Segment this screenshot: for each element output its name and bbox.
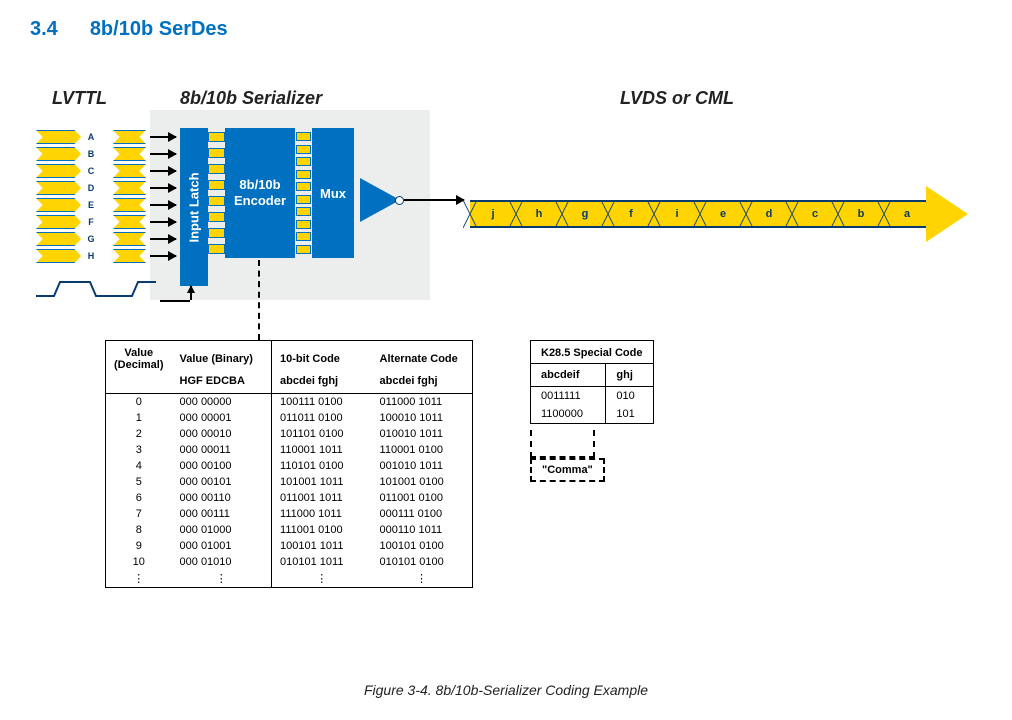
table-cell: 011000 1011	[372, 394, 472, 411]
table-cell: 011001 1011	[272, 490, 372, 506]
table-cell: 000 00110	[172, 490, 272, 506]
clock-arrow-up	[190, 286, 192, 300]
label-serializer: 8b/10b Serializer	[180, 88, 322, 109]
table-cell: 100101 0100	[372, 538, 472, 554]
table-cell: 3	[106, 442, 172, 458]
table-cell: 000111 0100	[372, 506, 472, 522]
block-input-latch: Input Latch	[180, 128, 208, 286]
input-lanes: A B C D E F G H	[36, 130, 146, 266]
k-cell: 1100000	[531, 405, 606, 423]
table-cell: 9	[106, 538, 172, 554]
table-cell: 000 00100	[172, 458, 272, 474]
table-cell: 010101 0100	[372, 554, 472, 570]
table-cell: 001010 1011	[372, 458, 472, 474]
table-cell: 100111 0100	[272, 394, 372, 411]
table-cell: 5	[106, 474, 172, 490]
table-cell: 100101 1011	[272, 538, 372, 554]
lane	[36, 232, 146, 246]
clock-waveform	[36, 278, 156, 300]
table-cell: 110001 1011	[272, 442, 372, 458]
lane	[36, 249, 146, 263]
block-encoder: 8b/10bEncoder	[225, 128, 295, 258]
table-cell: 4	[106, 458, 172, 474]
table-cell: 8	[106, 522, 172, 538]
block-mux: Mux	[312, 128, 354, 258]
k-cell: 101	[606, 405, 653, 423]
table-cell: 010010 1011	[372, 426, 472, 442]
encoder-table-connector	[258, 260, 260, 340]
label-lvds: LVDS or CML	[620, 88, 734, 109]
table-cell: 111000 1011	[272, 506, 372, 522]
table-cell: 110001 0100	[372, 442, 472, 458]
table-cell: 000 00010	[172, 426, 272, 442]
encoding-table: Value (Decimal) Value (Binary) 10-bit Co…	[105, 340, 473, 588]
table-cell: 101001 1011	[272, 474, 372, 490]
k28-table: K28.5 Special Code abcdeif ghj 001111101…	[530, 340, 654, 424]
comma-label: "Comma"	[530, 458, 605, 482]
th-value-binary: Value (Binary)	[172, 341, 272, 373]
output-buffer-icon	[360, 178, 400, 222]
table-cell: 1	[106, 410, 172, 426]
output-arrow	[404, 199, 464, 201]
th-bin-sub: HGF EDCBA	[172, 373, 272, 394]
table-cell: 0	[106, 394, 172, 411]
figure-caption: Figure 3-4. 8b/10b-Serializer Coding Exa…	[0, 682, 1012, 698]
section-heading: 3.4 8b/10b SerDes	[30, 18, 228, 41]
k-title: K28.5 Special Code	[531, 341, 653, 364]
lane	[36, 164, 146, 178]
serial-bit: a	[884, 200, 930, 228]
table-cell: 100010 1011	[372, 410, 472, 426]
table-cell: 011001 0100	[372, 490, 472, 506]
table-cell: 011011 0100	[272, 410, 372, 426]
table-cell: 000 00000	[172, 394, 272, 411]
output-invert-dot	[395, 196, 404, 205]
label-lvttl: LVTTL	[52, 88, 107, 109]
lane	[36, 130, 146, 144]
k-sub2: ghj	[606, 364, 653, 387]
th-code-sub: abcdei fghj	[272, 373, 372, 394]
th-alternate-code: Alternate Code	[372, 341, 472, 373]
k-cell: 0011111	[531, 387, 606, 406]
table-cell: 101101 0100	[272, 426, 372, 442]
encoder-to-mux-lanes	[296, 132, 311, 257]
lane	[36, 198, 146, 212]
latch-to-encoder-lanes	[208, 132, 225, 260]
table-cell: 000 01000	[172, 522, 272, 538]
th-10bit-code: 10-bit Code	[272, 341, 372, 373]
table-cell: 000 00011	[172, 442, 272, 458]
clock-arrow	[160, 300, 190, 302]
table-cell: 000 00001	[172, 410, 272, 426]
table-cell: 000 01010	[172, 554, 272, 570]
serial-arrowhead-icon	[926, 186, 968, 242]
lane	[36, 147, 146, 161]
th-alt-sub: abcdei fghj	[372, 373, 472, 394]
section-title: 8b/10b SerDes	[90, 18, 228, 40]
table-cell: 000 01001	[172, 538, 272, 554]
table-cell: 010101 1011	[272, 554, 372, 570]
table-cell: 101001 0100	[372, 474, 472, 490]
table-cell: 7	[106, 506, 172, 522]
table-cell: 111001 0100	[272, 522, 372, 538]
lane	[36, 215, 146, 229]
table-cell: 000 00111	[172, 506, 272, 522]
table-cell: 2	[106, 426, 172, 442]
k-cell: 010	[606, 387, 653, 406]
section-number: 3.4	[30, 18, 58, 40]
th-value-decimal: Value (Decimal)	[106, 341, 172, 373]
k-sub1: abcdeif	[531, 364, 606, 387]
lane	[36, 181, 146, 195]
serial-stream: j h g f i e d c b a	[470, 186, 968, 242]
table-cell: 10	[106, 554, 172, 570]
table-cell: 6	[106, 490, 172, 506]
table-cell: 110101 0100	[272, 458, 372, 474]
comma-bracket	[530, 430, 595, 458]
table-cell: 000 00101	[172, 474, 272, 490]
table-cell: 000110 1011	[372, 522, 472, 538]
